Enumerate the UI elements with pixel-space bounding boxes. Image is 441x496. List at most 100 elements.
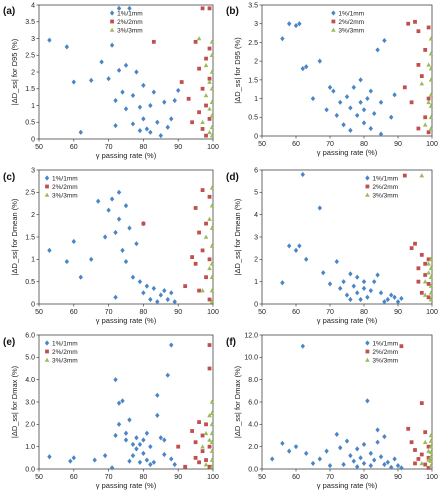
data-point — [209, 421, 215, 427]
data-point — [120, 398, 125, 404]
data-point — [341, 279, 346, 285]
legend-marker — [109, 10, 115, 16]
data-point — [304, 256, 309, 262]
panel-label: (e) — [3, 337, 15, 348]
y-tick-label: 3 — [31, 167, 35, 174]
data-point — [203, 430, 209, 436]
data-point — [280, 280, 285, 286]
data-point — [209, 410, 215, 415]
data-point — [317, 205, 322, 211]
data-point — [428, 92, 434, 97]
data-point — [120, 89, 125, 95]
data-point — [355, 464, 360, 470]
data-point — [144, 126, 150, 132]
data-point — [200, 433, 205, 438]
data-point — [287, 448, 292, 454]
data-point — [162, 99, 167, 105]
series-3--3mm — [419, 173, 434, 302]
data-point — [89, 77, 94, 83]
y-tick-label: 3 — [31, 36, 35, 43]
data-point — [389, 292, 394, 298]
series-1--1mm — [270, 343, 404, 471]
data-point — [378, 131, 384, 137]
data-point — [392, 92, 397, 98]
data-point — [344, 94, 350, 100]
data-point — [113, 123, 118, 129]
data-point — [358, 455, 363, 461]
data-point — [209, 203, 215, 208]
y-tick-label: 0.5 — [25, 120, 35, 127]
legend-marker — [365, 192, 370, 197]
data-point — [389, 464, 394, 470]
y-tick-label: 2.0 — [248, 444, 258, 451]
y-tick-label: 0.5 — [25, 279, 35, 286]
data-point — [197, 288, 201, 293]
data-point — [287, 243, 292, 249]
x-tick-label: 50 — [35, 309, 43, 316]
chart-panel-c: 0 0.5 1 1.5 2 2.5 3 50 60 70 80 90 100 γ passing rate… — [3, 167, 219, 325]
data-point — [355, 446, 360, 452]
data-point — [204, 133, 208, 138]
data-point — [203, 93, 209, 98]
data-point — [200, 6, 205, 11]
data-point — [134, 446, 139, 452]
data-point — [419, 173, 425, 178]
y-tick-label: 1.0 — [25, 444, 35, 451]
data-point — [358, 296, 363, 303]
data-point — [200, 188, 205, 192]
data-point — [134, 241, 139, 247]
legend-label: 1%/1mm — [338, 10, 364, 17]
data-point — [365, 398, 370, 404]
data-point — [409, 440, 414, 445]
data-point — [207, 194, 212, 199]
data-point — [361, 120, 367, 126]
y-tick-label: 0.0 — [25, 466, 35, 473]
data-point — [144, 430, 150, 436]
data-point — [375, 427, 380, 433]
data-point — [428, 454, 434, 459]
data-point — [162, 451, 167, 458]
data-point — [395, 299, 401, 305]
series-3--3mm — [200, 399, 215, 469]
data-point — [304, 64, 309, 70]
data-point — [382, 461, 387, 468]
legend-marker — [365, 340, 370, 346]
data-point — [207, 79, 212, 84]
x-tick-label: 90 — [394, 141, 402, 148]
data-point — [428, 463, 434, 468]
series-2--2mm — [176, 343, 212, 469]
data-point — [327, 281, 333, 287]
y-tick-label: 5 — [254, 190, 258, 197]
data-point — [426, 96, 431, 101]
data-point — [113, 377, 118, 383]
data-point — [428, 274, 434, 279]
data-point — [419, 74, 424, 79]
y-tick-label: 2 — [31, 69, 35, 76]
data-point — [99, 59, 104, 65]
data-point — [123, 258, 129, 265]
x-tick-label: 90 — [174, 309, 182, 316]
data-point — [324, 107, 329, 113]
data-point — [209, 288, 215, 293]
data-point — [423, 430, 428, 435]
data-point — [172, 97, 177, 104]
data-point — [130, 441, 136, 448]
data-point — [327, 463, 333, 469]
data-point — [47, 247, 52, 253]
data-point — [209, 261, 215, 266]
series-3--3mm — [196, 36, 215, 138]
chart-panel-a: 0 0.5 1 1.5 2 2.5 3 3.5 4 50 60 70 80 90 100 γ passing … — [3, 2, 219, 160]
data-point — [428, 126, 434, 131]
data-point — [137, 128, 143, 134]
x-tick-label: 80 — [360, 474, 368, 481]
data-point — [106, 76, 111, 82]
data-point — [193, 261, 198, 266]
data-point — [426, 457, 431, 462]
data-point — [358, 99, 363, 105]
x-tick-label: 100 — [207, 309, 219, 316]
y-axis-label: |ΔD_ss| for Dmean (%) — [233, 198, 242, 275]
y-tick-label: 4.0 — [25, 377, 35, 384]
legend-label: 1%/1mm — [117, 10, 143, 17]
y-tick-label: 1.5 — [25, 234, 35, 241]
